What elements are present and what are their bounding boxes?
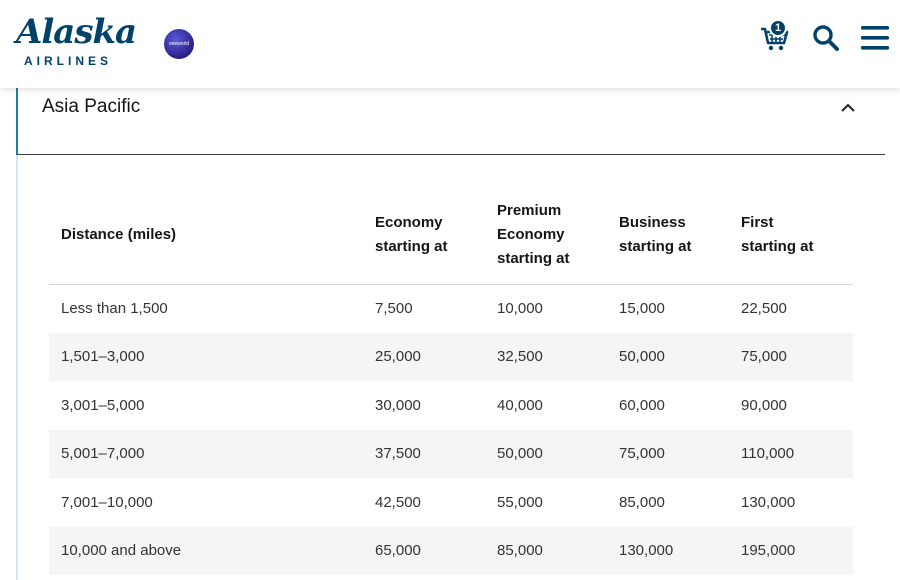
- distance-cell: 10,000 and above: [61, 542, 182, 560]
- site-header: Alaska AIRLINES oneworld 1: [0, 0, 900, 88]
- business-cell: 50,000: [619, 348, 665, 366]
- premium-economy-cell: 10,000: [497, 300, 543, 317]
- premium-economy-cell: 85,000: [497, 542, 543, 560]
- economy-cell: 30,000: [375, 396, 421, 414]
- economy-cell: 65,000: [375, 542, 421, 560]
- distance-cell: Less than 1,500: [61, 300, 168, 317]
- header-premium-economy: Premium Economy starting at: [485, 186, 607, 284]
- header-line: Economy: [375, 213, 443, 231]
- header-line: First: [741, 213, 774, 231]
- distance-cell: 7,001–10,000: [61, 493, 153, 511]
- header-line: Business: [619, 213, 686, 231]
- premium-economy-cell: 32,500: [497, 348, 543, 366]
- alaska-airlines-logo[interactable]: Alaska AIRLINES: [14, 12, 137, 68]
- business-cell: 15,000: [619, 300, 665, 317]
- header-line: Economy: [497, 225, 565, 243]
- table-row: 1,501–3,000 25,000 32,500 50,000 75,000: [49, 332, 853, 381]
- oneworld-logo-text: oneworld: [168, 41, 190, 47]
- accordion-accent-line: [16, 88, 18, 580]
- first-cell: 75,000: [741, 348, 787, 366]
- table-row: 7,001–10,000 42,500 55,000 85,000 130,00…: [49, 478, 853, 527]
- business-cell: 60,000: [619, 396, 665, 414]
- header-distance-line: Distance (miles): [61, 225, 177, 243]
- first-cell: 195,000: [741, 542, 796, 560]
- accordion-title: Asia Pacific: [42, 96, 141, 117]
- economy-cell: 7,500: [375, 300, 413, 317]
- first-cell: 22,500: [741, 300, 787, 317]
- search-icon[interactable]: [812, 24, 840, 52]
- header-first: First starting at: [729, 186, 853, 284]
- table-row: 3,001–5,000 30,000 40,000 60,000 90,000: [49, 381, 853, 430]
- business-cell: 85,000: [619, 493, 665, 511]
- header-line: starting at: [619, 237, 692, 255]
- premium-economy-cell: 40,000: [497, 396, 543, 414]
- award-chart-table: Distance (miles) Economy starting at Pre…: [49, 186, 853, 575]
- first-cell: 130,000: [741, 493, 796, 511]
- header-line: starting at: [741, 237, 814, 255]
- chevron-up-icon[interactable]: [840, 102, 856, 114]
- economy-cell: 25,000: [375, 348, 421, 366]
- header-line: Premium: [497, 201, 562, 219]
- first-cell: 90,000: [741, 396, 787, 414]
- business-cell: 75,000: [619, 445, 665, 463]
- header-line: starting at: [375, 237, 448, 255]
- economy-cell: 37,500: [375, 445, 421, 463]
- premium-economy-cell: 55,000: [497, 493, 543, 511]
- table-row: 5,001–7,000 37,500 50,000 75,000 110,000: [49, 429, 853, 478]
- accordion-asia-pacific[interactable]: Asia Pacific: [16, 88, 885, 155]
- oneworld-logo: oneworld: [164, 29, 194, 59]
- distance-cell: 5,001–7,000: [61, 445, 145, 463]
- menu-icon[interactable]: [859, 24, 891, 52]
- table-row: Less than 1,500 7,500 10,000 15,000 22,5…: [49, 284, 853, 333]
- table-header-row: Distance (miles) Economy starting at Pre…: [49, 186, 853, 284]
- header-distance: Distance (miles): [49, 186, 363, 284]
- header-economy: Economy starting at: [363, 186, 485, 284]
- logo-subtitle: AIRLINES: [24, 54, 113, 68]
- business-cell: 130,000: [619, 542, 674, 560]
- distance-cell: 1,501–3,000: [61, 348, 145, 366]
- header-business: Business starting at: [607, 186, 729, 284]
- economy-cell: 42,500: [375, 493, 421, 511]
- logo-wordmark: Alaska: [16, 12, 137, 52]
- cart-count-badge: 1: [769, 19, 787, 37]
- table-row: 10,000 and above 65,000 85,000 130,000 1…: [49, 526, 853, 575]
- premium-economy-cell: 50,000: [497, 445, 543, 463]
- distance-cell: 3,001–5,000: [61, 396, 145, 414]
- first-cell: 110,000: [741, 445, 795, 463]
- header-line: starting at: [497, 249, 570, 267]
